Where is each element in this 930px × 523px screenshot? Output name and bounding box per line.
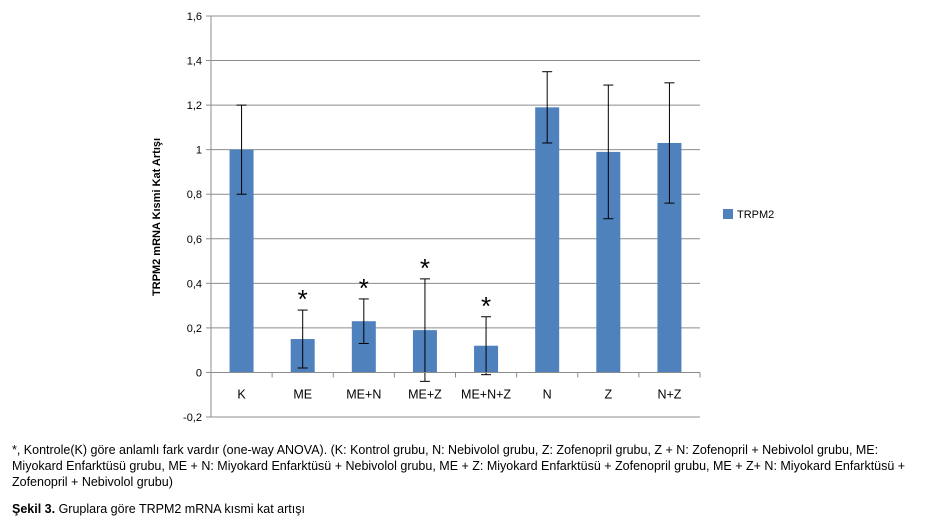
significance-star: * [298, 284, 308, 314]
legend-label: TRPM2 [737, 209, 774, 221]
chart-note: *, Kontrole(K) göre anlamlı fark vardır … [12, 443, 906, 489]
legend-swatch [723, 209, 733, 219]
trpm2-bar-chart: -0,2 0 0,2 0,4 0,6 0,8 1 1,2 1,4 1,6 K ME ME+N ME+Z ME… [151, 11, 774, 424]
y-tick-label: 0,8 [187, 189, 202, 201]
y-axis-label: TRPM2 mRNA Kısmi Kat Artışı [151, 138, 163, 296]
legend: TRPM2 [723, 209, 774, 221]
x-tick-label: Z [604, 387, 612, 401]
figure-label: Şekil 3. [12, 502, 56, 516]
y-tick-label: 0,6 [187, 234, 202, 246]
y-tick-label: 0 [196, 367, 202, 379]
y-tick-label: 1 [196, 145, 202, 157]
x-tick-label: ME+N+Z [461, 387, 511, 401]
significance-star: * [420, 253, 430, 283]
bar [535, 107, 560, 373]
significance-star: * [359, 273, 369, 303]
y-tick-label: 0,2 [187, 323, 202, 335]
x-tick-label: ME [293, 387, 312, 401]
gridlines [211, 15, 700, 418]
y-tick-label: -0,2 [183, 412, 202, 424]
figure-caption-text: Gruplara göre TRPM2 mRNA kısmi kat artış… [58, 502, 305, 516]
axes [206, 15, 701, 418]
x-tick-label: N+Z [657, 387, 681, 401]
x-tick-label: N [543, 387, 552, 401]
error-bars [236, 71, 675, 382]
significance-star: * [481, 291, 491, 321]
tick-labels: -0,2 0 0,2 0,4 0,6 0,8 1 1,2 1,4 1,6 K ME ME+N ME+Z ME… [183, 11, 682, 424]
figure-caption: Şekil 3. Gruplara göre TRPM2 mRNA kısmi … [12, 501, 918, 517]
x-tick-label: K [237, 387, 246, 401]
y-tick-label: 1,2 [187, 100, 202, 112]
y-tick-label: 1,6 [187, 11, 202, 23]
y-tick-label: 1,4 [187, 56, 202, 68]
bars [229, 107, 682, 373]
y-tick-label: 0,4 [187, 278, 202, 290]
x-tick-label: ME+Z [408, 387, 442, 401]
significance-marks: * * * * [298, 253, 492, 321]
x-tick-label: ME+N [346, 387, 381, 401]
